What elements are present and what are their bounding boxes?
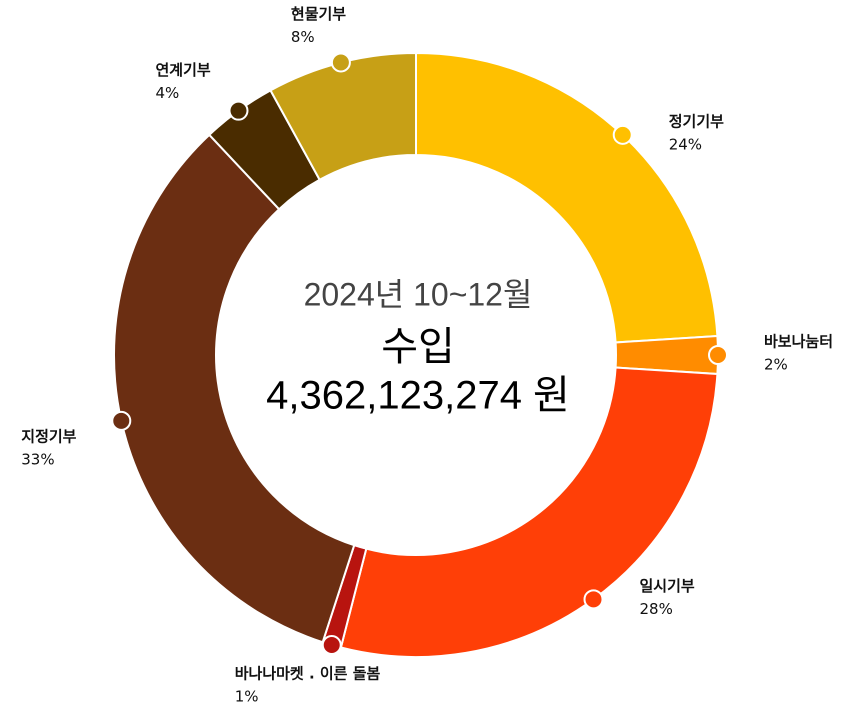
slice-marker [583, 589, 604, 610]
slice-label: 바보나눔터 [764, 333, 833, 351]
slice [113, 133, 356, 644]
slice-marker [228, 100, 249, 121]
chart-total: 4,362,123,274 원 [266, 374, 570, 418]
slice-value-label: 33% [21, 450, 54, 468]
slices [113, 51, 719, 658]
slice-label: 연계기부 [155, 61, 210, 79]
slice-label: 일시기부 [640, 577, 695, 595]
slice [269, 51, 417, 182]
slice-value-label: 1% [235, 688, 259, 706]
chart-title: 2024년 10~12월 [304, 276, 533, 312]
slice-label: 바나나마켓 . 이른 돌봄 [235, 665, 381, 683]
slice-label: 지정기부 [21, 427, 76, 445]
slice [415, 51, 719, 344]
slice-marker [708, 345, 728, 365]
slice-marker [321, 635, 342, 656]
slice-value-label: 28% [640, 600, 673, 618]
slice-marker [111, 410, 132, 431]
slice-value-label: 24% [669, 135, 702, 153]
slice-value-label: 4% [155, 84, 179, 102]
slice-value-label: 2% [764, 356, 788, 374]
chart-subtitle: 수입 [381, 324, 455, 370]
slice-marker [612, 124, 633, 145]
slice-value-label: 8% [291, 28, 315, 46]
slice [339, 366, 719, 658]
slice-marker [330, 52, 351, 73]
slice-label: 현물기부 [291, 5, 346, 23]
slice-label: 정기기부 [669, 112, 724, 130]
